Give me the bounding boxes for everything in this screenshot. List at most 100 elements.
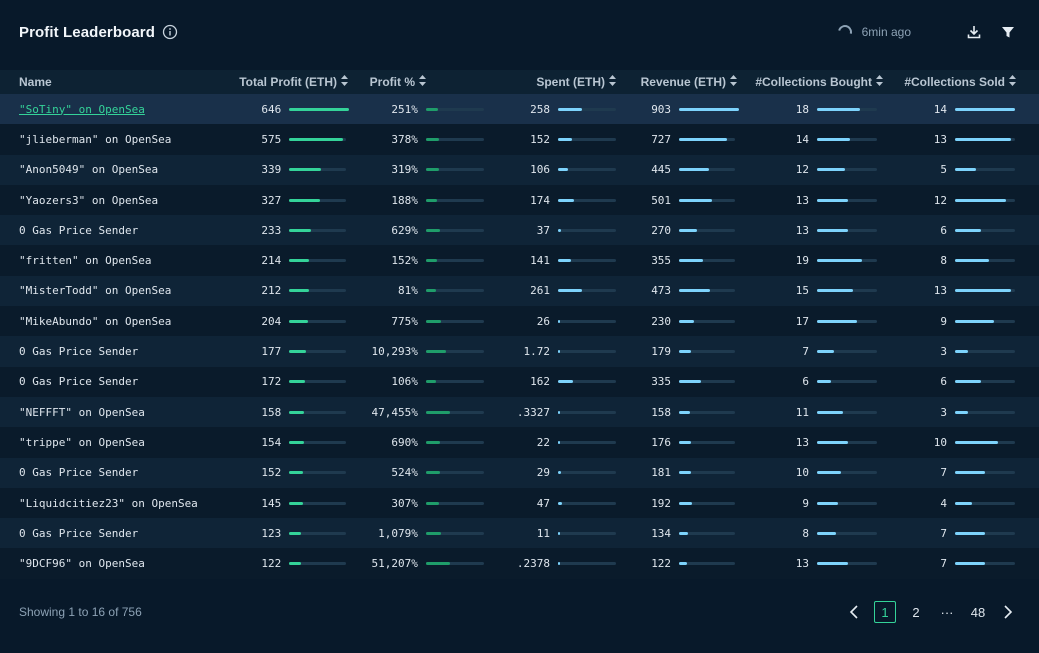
table-row[interactable]: "Anon5049" on OpenSea 339 319% 106 445 12 5 (0, 154, 1039, 185)
next-page-button[interactable] (997, 601, 1019, 623)
table-row[interactable]: 0 Gas Price Sender 123 1,079% 11 134 8 7 (0, 518, 1039, 549)
cell-spent: 106 (492, 155, 617, 185)
info-icon[interactable] (162, 24, 178, 40)
value-bar (955, 471, 1015, 475)
cell-value: 335 (651, 375, 672, 389)
page-button-1[interactable]: 1 (874, 601, 896, 623)
cell-profit-pct: 1,079% (350, 518, 492, 548)
value-bar (289, 198, 346, 202)
table-row[interactable]: "Yaozers3" on OpenSea 327 188% 174 501 13 12 (0, 184, 1039, 216)
cell-profit-pct: 51,207% (350, 548, 492, 578)
filter-icon[interactable] (997, 21, 1019, 43)
cell-sold: 13 (885, 124, 1039, 154)
cell-value: 13 (795, 435, 809, 449)
cell-value: 152 (261, 466, 282, 480)
column-header-revenue[interactable]: Revenue (ETH) (617, 70, 737, 94)
value-bar-fill (425, 168, 439, 172)
cell-profit: 339 (215, 155, 350, 185)
table-row[interactable]: "jlieberman" on OpenSea 575 378% 152 727 14 13 (0, 124, 1039, 155)
cell-sold: 3 (885, 336, 1039, 366)
cell-profit: 177 (215, 336, 350, 366)
value-bar-fill (425, 107, 439, 111)
value-bar-fill (679, 319, 695, 323)
table-row[interactable]: 0 Gas Price Sender 172 106% 162 335 6 6 (0, 366, 1039, 397)
column-header-spent[interactable]: Spent (ETH) (492, 70, 617, 94)
trader-link[interactable]: "SoTiny" on OpenSea (19, 102, 145, 116)
cell-profit-pct: 524% (350, 458, 492, 488)
value-bar-fill (425, 501, 439, 505)
value-bar (679, 168, 735, 172)
trader-name: "trippe" on OpenSea (19, 435, 145, 449)
value-bar-fill (817, 471, 841, 475)
cell-profit-pct: 81% (350, 276, 492, 306)
cell-bought: 13 (737, 427, 885, 457)
cell-name: "jlieberman" on OpenSea (0, 124, 215, 154)
value-bar-fill (955, 410, 968, 414)
cell-value: 13 (795, 223, 809, 237)
download-icon[interactable] (963, 21, 985, 43)
table-row[interactable]: 0 Gas Price Sender 233 629% 37 270 13 6 (0, 215, 1039, 246)
trader-name: "MisterTodd" on OpenSea (19, 284, 172, 298)
cell-revenue: 335 (617, 367, 737, 397)
column-header-name[interactable]: Name (0, 70, 215, 94)
page-button-2[interactable]: 2 (912, 604, 920, 620)
value-bar (558, 228, 616, 232)
table-row[interactable]: "MisterTodd" on OpenSea 212 81% 261 473 15 13 (0, 275, 1039, 307)
column-header-profit-pct[interactable]: Profit % (350, 70, 492, 94)
cell-profit-pct: 378% (350, 124, 492, 154)
cell-value: 19 (795, 254, 809, 268)
table-row[interactable]: 0 Gas Price Sender 177 10,293% 1.72 179 7 3 (0, 336, 1039, 367)
cell-value: 8 (940, 254, 947, 268)
value-bar-fill (425, 471, 440, 475)
value-bar-fill (817, 137, 851, 141)
cell-value: 5 (940, 163, 947, 177)
prev-page-button[interactable] (843, 601, 865, 623)
column-label: Profit % (369, 74, 415, 89)
table-row[interactable]: "trippe" on OpenSea 154 690% 22 176 13 10 (0, 427, 1039, 458)
table-row[interactable]: "fritten" on OpenSea 214 152% 141 355 19 8 (0, 245, 1039, 276)
cell-bought: 7 (737, 336, 885, 366)
sort-icon (876, 75, 883, 89)
cell-value: 445 (651, 163, 672, 177)
value-bar-fill (955, 350, 968, 354)
value-bar (289, 107, 350, 111)
page-button-48[interactable]: 48 (970, 604, 986, 620)
table-header-row: Name Total Profit (ETH) Profit % Spent (… (0, 70, 1039, 94)
cell-name: "Yaozers3" on OpenSea (0, 185, 215, 215)
table-row[interactable]: "SoTiny" on OpenSea 646 251% 258 903 18 14 (0, 94, 1039, 125)
value-bar (425, 319, 484, 323)
value-bar-fill (425, 531, 442, 535)
value-bar (558, 562, 616, 566)
table-row[interactable]: "9DCF96" on OpenSea 122 51,207% .2378 122 13 7 (0, 548, 1039, 579)
table-row[interactable]: "Liquidcitiez23" on OpenSea 145 307% 47 192 9… (0, 487, 1039, 519)
value-bar-fill (425, 350, 447, 354)
table-row[interactable]: 0 Gas Price Sender 152 524% 29 181 10 7 (0, 457, 1039, 488)
value-bar (425, 562, 484, 566)
value-bar-fill (817, 107, 860, 111)
cell-sold: 6 (885, 215, 1039, 245)
cell-revenue: 270 (617, 215, 737, 245)
value-bar-fill (679, 289, 711, 293)
value-bar-fill (955, 289, 1011, 293)
value-bar (679, 410, 735, 414)
value-bar (955, 289, 1015, 293)
cell-profit: 158 (215, 397, 350, 427)
cell-value: 106 (530, 163, 550, 177)
value-bar-fill (558, 501, 563, 505)
value-bar-fill (817, 350, 834, 354)
column-header-collections-bought[interactable]: #Collections Bought (737, 70, 885, 94)
table-row[interactable]: "NEFFFT" on OpenSea 158 47,455% .3327 158 11 3 (0, 396, 1039, 428)
value-bar-fill (817, 501, 839, 505)
cell-revenue: 134 (617, 518, 737, 548)
cell-bought: 13 (737, 185, 885, 215)
cell-bought: 13 (737, 548, 885, 578)
cell-bought: 15 (737, 276, 885, 306)
trader-name: "MikeAbundo" on OpenSea (19, 314, 172, 328)
column-header-collections-sold[interactable]: #Collections Sold (885, 70, 1039, 94)
value-bar (817, 501, 877, 505)
cell-value: 230 (651, 314, 672, 328)
table-row[interactable]: "MikeAbundo" on OpenSea 204 775% 26 230 17 9 (0, 306, 1039, 337)
sort-icon (1009, 75, 1016, 89)
column-header-total-profit[interactable]: Total Profit (ETH) (215, 70, 350, 94)
cell-name[interactable]: "SoTiny" on OpenSea (0, 94, 215, 124)
